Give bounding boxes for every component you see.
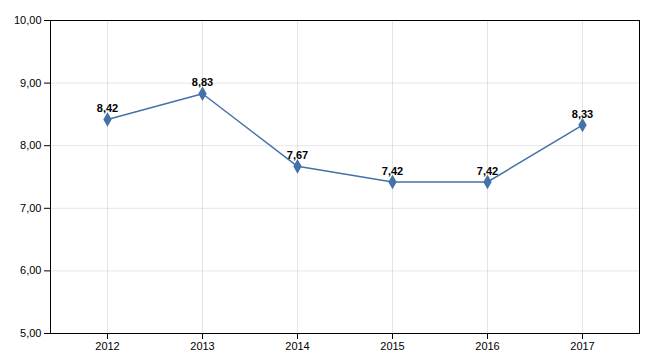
svg-text:8,33: 8,33 <box>572 108 593 120</box>
svg-text:6,00: 6,00 <box>20 264 41 276</box>
svg-text:8,42: 8,42 <box>97 102 118 114</box>
svg-text:2016: 2016 <box>475 340 499 352</box>
svg-text:2013: 2013 <box>190 340 214 352</box>
svg-text:2014: 2014 <box>285 340 309 352</box>
svg-text:7,67: 7,67 <box>287 149 308 161</box>
svg-text:10,00: 10,00 <box>14 14 42 26</box>
svg-text:2017: 2017 <box>570 340 594 352</box>
svg-text:7,00: 7,00 <box>20 202 41 214</box>
svg-text:9,00: 9,00 <box>20 77 41 89</box>
svg-text:7,42: 7,42 <box>382 165 403 177</box>
svg-text:7,42: 7,42 <box>477 165 498 177</box>
svg-text:5,00: 5,00 <box>20 327 41 339</box>
svg-text:8,00: 8,00 <box>20 139 41 151</box>
svg-text:2015: 2015 <box>380 340 404 352</box>
svg-text:2012: 2012 <box>95 340 119 352</box>
svg-text:8,83: 8,83 <box>192 76 213 88</box>
